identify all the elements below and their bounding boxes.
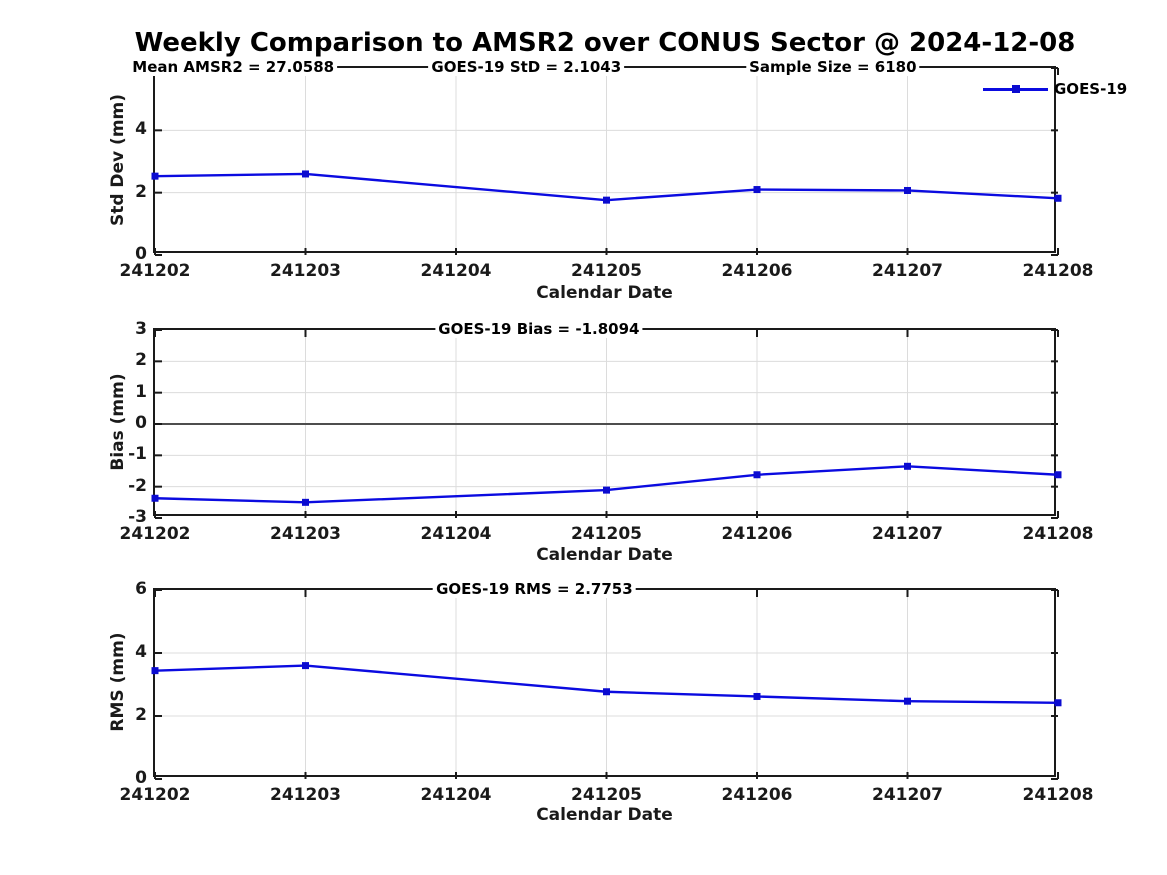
y-tick-label: -2	[128, 475, 147, 496]
y-tick-label: 1	[135, 381, 147, 402]
x-tick-label: 241205	[571, 261, 642, 281]
x-tick-label: 241202	[119, 785, 191, 805]
x-axis-label-rms: Calendar Date	[536, 805, 673, 825]
data-point-marker	[302, 662, 309, 670]
x-axis-label-bias: Calendar Date	[536, 545, 673, 565]
plot-area-std-dev: Mean AMSR2 = 27.0588 GOES-19 StD = 2.104…	[120, 57, 1094, 303]
figure-title: Weekly Comparison to AMSR2 over CONUS Se…	[134, 28, 1076, 58]
y-tick-label: 0	[135, 768, 147, 788]
x-tick-label: 241206	[721, 261, 793, 281]
x-tick-label: 241206	[721, 785, 793, 805]
data-point-marker	[904, 186, 911, 194]
x-tick-label: 241207	[872, 785, 943, 805]
x-tick-label: 241203	[270, 785, 341, 805]
annotation-goes19-bias: GOES-19 Bias = -1.8094	[435, 321, 643, 338]
data-point-marker	[151, 667, 159, 675]
data-point-marker	[302, 170, 309, 178]
chart-canvas-bias	[151, 329, 1062, 519]
data-point-marker	[1054, 194, 1062, 202]
data-line-GOES-19	[153, 172, 1060, 202]
y-tick-label: -3	[128, 507, 147, 527]
x-tick-label: 241202	[119, 261, 191, 281]
plot-area-rms: GOES-19 RMS = 2.7753 Calendar Date 24120…	[120, 579, 1094, 825]
y-tick-label: 6	[135, 579, 147, 599]
x-tick-label: 241207	[872, 261, 943, 281]
data-line-GOES-19	[153, 465, 1060, 504]
x-tick-label: 241208	[1022, 785, 1094, 805]
y-tick-label: 3	[135, 319, 147, 339]
x-tick-label: 241202	[119, 524, 191, 544]
data-point-marker	[603, 196, 610, 204]
data-point-marker	[1054, 471, 1062, 479]
annotation-mean-amsr2: Mean AMSR2 = 27.0588	[129, 59, 338, 76]
legend-square-marker-icon	[1011, 85, 1020, 93]
x-tick-label: 241205	[571, 524, 642, 544]
y-axis-label-std-dev: Std Dev (mm)	[108, 93, 128, 227]
x-axis-label-std-dev: Calendar Date	[536, 283, 673, 303]
y-tick-label: 2	[135, 350, 147, 371]
data-point-marker	[302, 498, 309, 506]
x-tick-label: 241204	[420, 785, 492, 805]
chart-canvas-std-dev	[151, 67, 1062, 256]
data-point-marker	[904, 462, 911, 470]
data-point-marker	[603, 486, 610, 494]
annotation-goes19-std: GOES-19 StD = 2.1043	[428, 59, 625, 76]
data-point-marker	[603, 688, 610, 696]
y-tick-label: -1	[128, 444, 147, 465]
data-line-GOES-19	[153, 664, 1060, 704]
y-tick-label: 0	[135, 413, 147, 433]
data-point-marker	[753, 186, 761, 194]
x-tick-label: 241206	[721, 524, 793, 544]
legend: GOES-19	[983, 80, 1127, 98]
x-tick-label: 241207	[872, 524, 943, 544]
x-tick-label: 241208	[1022, 261, 1094, 281]
chart-canvas-rms	[151, 589, 1062, 780]
plot-area-bias: GOES-19 Bias = -1.8094 Calendar Date 241…	[120, 319, 1094, 565]
legend-line-sample	[983, 85, 1048, 93]
data-point-marker	[753, 471, 761, 479]
annotation-goes19-rms: GOES-19 RMS = 2.7753	[433, 581, 636, 598]
y-tick-label: 2	[135, 181, 147, 202]
data-point-marker	[151, 172, 159, 180]
x-tick-label: 241203	[270, 261, 341, 281]
y-tick-label: 0	[135, 244, 147, 264]
annotation-sample-size: Sample Size = 6180	[746, 59, 920, 76]
x-tick-label: 241204	[420, 524, 492, 544]
y-tick-label: 2	[135, 705, 147, 725]
data-point-marker	[904, 697, 911, 705]
data-point-marker	[1054, 699, 1062, 707]
x-tick-label: 241204	[420, 261, 492, 281]
data-point-marker	[151, 494, 159, 502]
legend-label: GOES-19	[1054, 80, 1128, 98]
y-tick-label: 4	[135, 119, 147, 140]
data-point-marker	[753, 692, 761, 700]
y-tick-label: 4	[135, 642, 147, 662]
x-tick-label: 241208	[1022, 524, 1094, 544]
x-tick-label: 241205	[571, 785, 642, 805]
x-tick-label: 241203	[270, 524, 341, 544]
